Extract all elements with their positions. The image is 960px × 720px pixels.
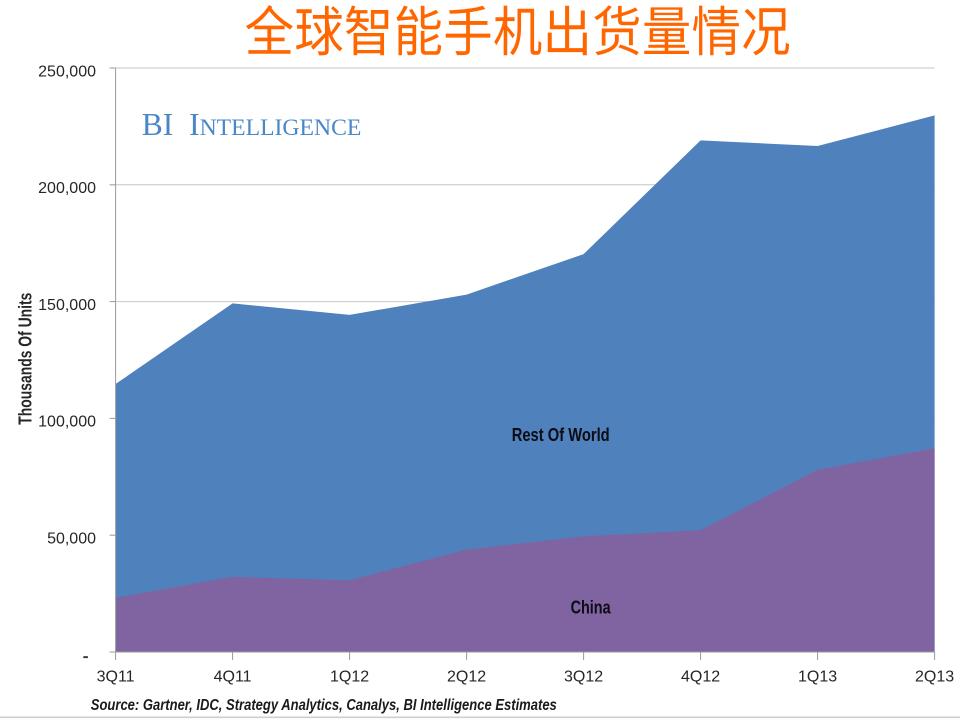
svg-text:2Q12: 2Q12 (447, 669, 486, 686)
svg-text:Source: Gartner, IDC, Strategy: Source: Gartner, IDC, Strategy Analytics… (91, 697, 557, 714)
svg-text:100,000: 100,000 (38, 414, 96, 431)
svg-text:1Q13: 1Q13 (798, 669, 837, 686)
svg-text:4Q12: 4Q12 (681, 669, 720, 686)
svg-text:2Q13: 2Q13 (915, 669, 954, 686)
svg-text:1Q12: 1Q12 (330, 669, 369, 686)
svg-text:150,000: 150,000 (38, 297, 96, 314)
svg-text:200,000: 200,000 (38, 180, 96, 197)
svg-text:China: China (571, 598, 612, 618)
svg-text:4Q11: 4Q11 (214, 669, 252, 686)
svg-text:Thousands Of Units: Thousands Of Units (14, 293, 35, 425)
svg-text:BI INTELLIGENCE: BI INTELLIGENCE (142, 107, 362, 142)
svg-text:250,000: 250,000 (38, 63, 96, 80)
svg-text:3Q12: 3Q12 (564, 669, 603, 686)
svg-text:50,000: 50,000 (47, 531, 96, 548)
svg-text:Rest Of World: Rest Of World (512, 424, 610, 445)
svg-text:3Q11: 3Q11 (97, 669, 135, 686)
